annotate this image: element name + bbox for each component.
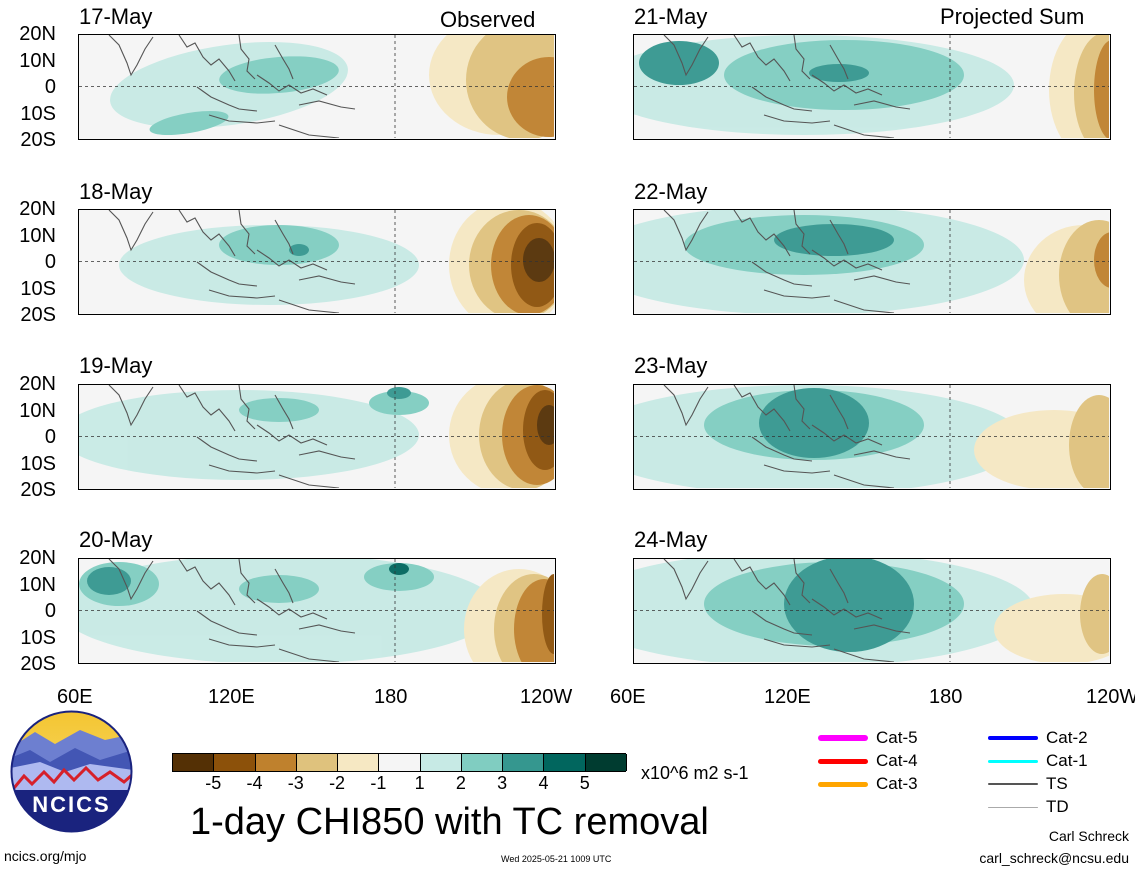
- tc-legend-swatch: [818, 758, 868, 764]
- footer-url: ncics.org/mjo: [4, 848, 87, 864]
- colorbar-tick-label: 1: [414, 773, 425, 793]
- colorbar-swatch: [585, 754, 627, 771]
- colorbar-swatch: [338, 754, 380, 771]
- author-name: Carl Schreck: [1048, 828, 1129, 844]
- colorbar-tick-label: 3: [497, 773, 508, 793]
- lat-label: 0: [44, 426, 56, 448]
- lat-label: 0: [44, 600, 56, 622]
- lon-label: 120E: [208, 686, 255, 708]
- lat-label: 20N: [19, 547, 56, 569]
- lat-label: 10S: [20, 452, 56, 475]
- logo-text: NCICS: [32, 792, 111, 817]
- lat-label: 20S: [20, 129, 56, 151]
- colorbar-swatch: [255, 754, 297, 771]
- lat-label: 20S: [20, 479, 56, 501]
- ncics-logo: NCICS: [10, 710, 133, 833]
- colorbar-tick-label: -5: [205, 773, 222, 793]
- lat-label: 20S: [20, 304, 56, 326]
- colorbar-swatch: [296, 754, 339, 771]
- panel-date-label: 24-May: [634, 527, 708, 552]
- map-panel-20-may: [78, 558, 556, 664]
- colorbar: [172, 753, 627, 772]
- colorbar-swatch: [420, 754, 462, 771]
- lat-label: 10S: [20, 277, 56, 300]
- tc-legend-swatch: [818, 781, 868, 787]
- tc-legend-label: Cat-1: [1046, 751, 1088, 770]
- tc-legend-label: TS: [1046, 774, 1068, 793]
- lat-label: 10N: [19, 224, 56, 247]
- footer-timestamp: Wed 2025-05-21 1009 UTC: [501, 854, 612, 864]
- tc-legend-label: TD: [1046, 797, 1069, 816]
- map-panel-23-may: [633, 384, 1111, 490]
- lat-label: 0: [44, 251, 56, 273]
- colorbar-swatch: [173, 754, 215, 771]
- observed-column-title: Observed: [440, 7, 536, 32]
- colorbar-tick-label: -3: [287, 773, 304, 793]
- panel-date-label: 17-May: [79, 4, 153, 29]
- main-title: 1-day CHI850 with TC removal: [190, 801, 709, 843]
- colorbar-swatch: [379, 754, 421, 771]
- tc-legend-swatch: [988, 736, 1038, 740]
- panel-date-label: 20-May: [79, 527, 153, 552]
- lat-label: 10N: [19, 573, 56, 596]
- lat-label: 20S: [20, 653, 56, 675]
- colorbar-tick-label: 4: [538, 773, 549, 793]
- colorbar-tick-label: -1: [370, 773, 387, 793]
- map-panel-19-may: [78, 384, 556, 490]
- lat-label: 20N: [19, 23, 56, 45]
- lat-label: 20N: [19, 373, 56, 395]
- tc-legend-label: Cat-2: [1046, 728, 1088, 747]
- tc-legend-swatch: [988, 806, 1038, 808]
- tc-legend-label: Cat-5: [876, 728, 918, 747]
- colorbar-tick-label: 2: [455, 773, 466, 793]
- colorbar-tick-label: 5: [579, 773, 590, 793]
- colorbar-swatch: [214, 754, 256, 771]
- lat-label: 10S: [20, 102, 56, 125]
- panel-date-label: 22-May: [634, 179, 708, 204]
- map-panel-24-may: [633, 558, 1111, 664]
- lat-label: 0: [44, 76, 56, 98]
- lon-label: 60E: [610, 686, 646, 708]
- colorbar-tick-label: -4: [246, 773, 263, 793]
- lon-label: 120E: [764, 686, 811, 708]
- lon-label: 180: [374, 686, 408, 708]
- lon-label: 120W: [520, 686, 573, 708]
- tc-legend-label: Cat-3: [876, 774, 918, 793]
- colorbar-swatch: [503, 754, 545, 771]
- projected-column-title: Projected Sum: [940, 4, 1085, 29]
- tc-legend-swatch: [818, 735, 868, 741]
- map-panel-17-may: [78, 34, 556, 140]
- colorbar-tick-label: -2: [329, 773, 346, 793]
- map-panel-18-may: [78, 209, 556, 315]
- tc-legend-swatch: [988, 783, 1038, 785]
- map-panel-22-may: [633, 209, 1111, 315]
- lat-label: 20N: [19, 198, 56, 220]
- colorbar-units: x10^6 m2 s-1: [641, 763, 749, 783]
- panel-date-label: 23-May: [634, 353, 708, 378]
- lat-label: 10S: [20, 626, 56, 649]
- tc-legend-swatch: [988, 759, 1038, 763]
- lon-label: 120W: [1086, 686, 1135, 708]
- panel-date-label: 21-May: [634, 4, 708, 29]
- lon-label: 180: [929, 686, 963, 708]
- colorbar-swatch: [461, 754, 504, 771]
- lat-label: 10N: [19, 49, 56, 72]
- tc-legend-label: Cat-4: [876, 751, 918, 770]
- panel-date-label: 19-May: [79, 353, 153, 378]
- colorbar-swatch: [544, 754, 586, 771]
- lat-label: 10N: [19, 399, 56, 422]
- panel-date-label: 18-May: [79, 179, 153, 204]
- map-panel-21-may: [633, 34, 1111, 140]
- lon-label: 60E: [57, 686, 93, 708]
- author-email: carl_schreck@ncsu.edu: [979, 850, 1129, 866]
